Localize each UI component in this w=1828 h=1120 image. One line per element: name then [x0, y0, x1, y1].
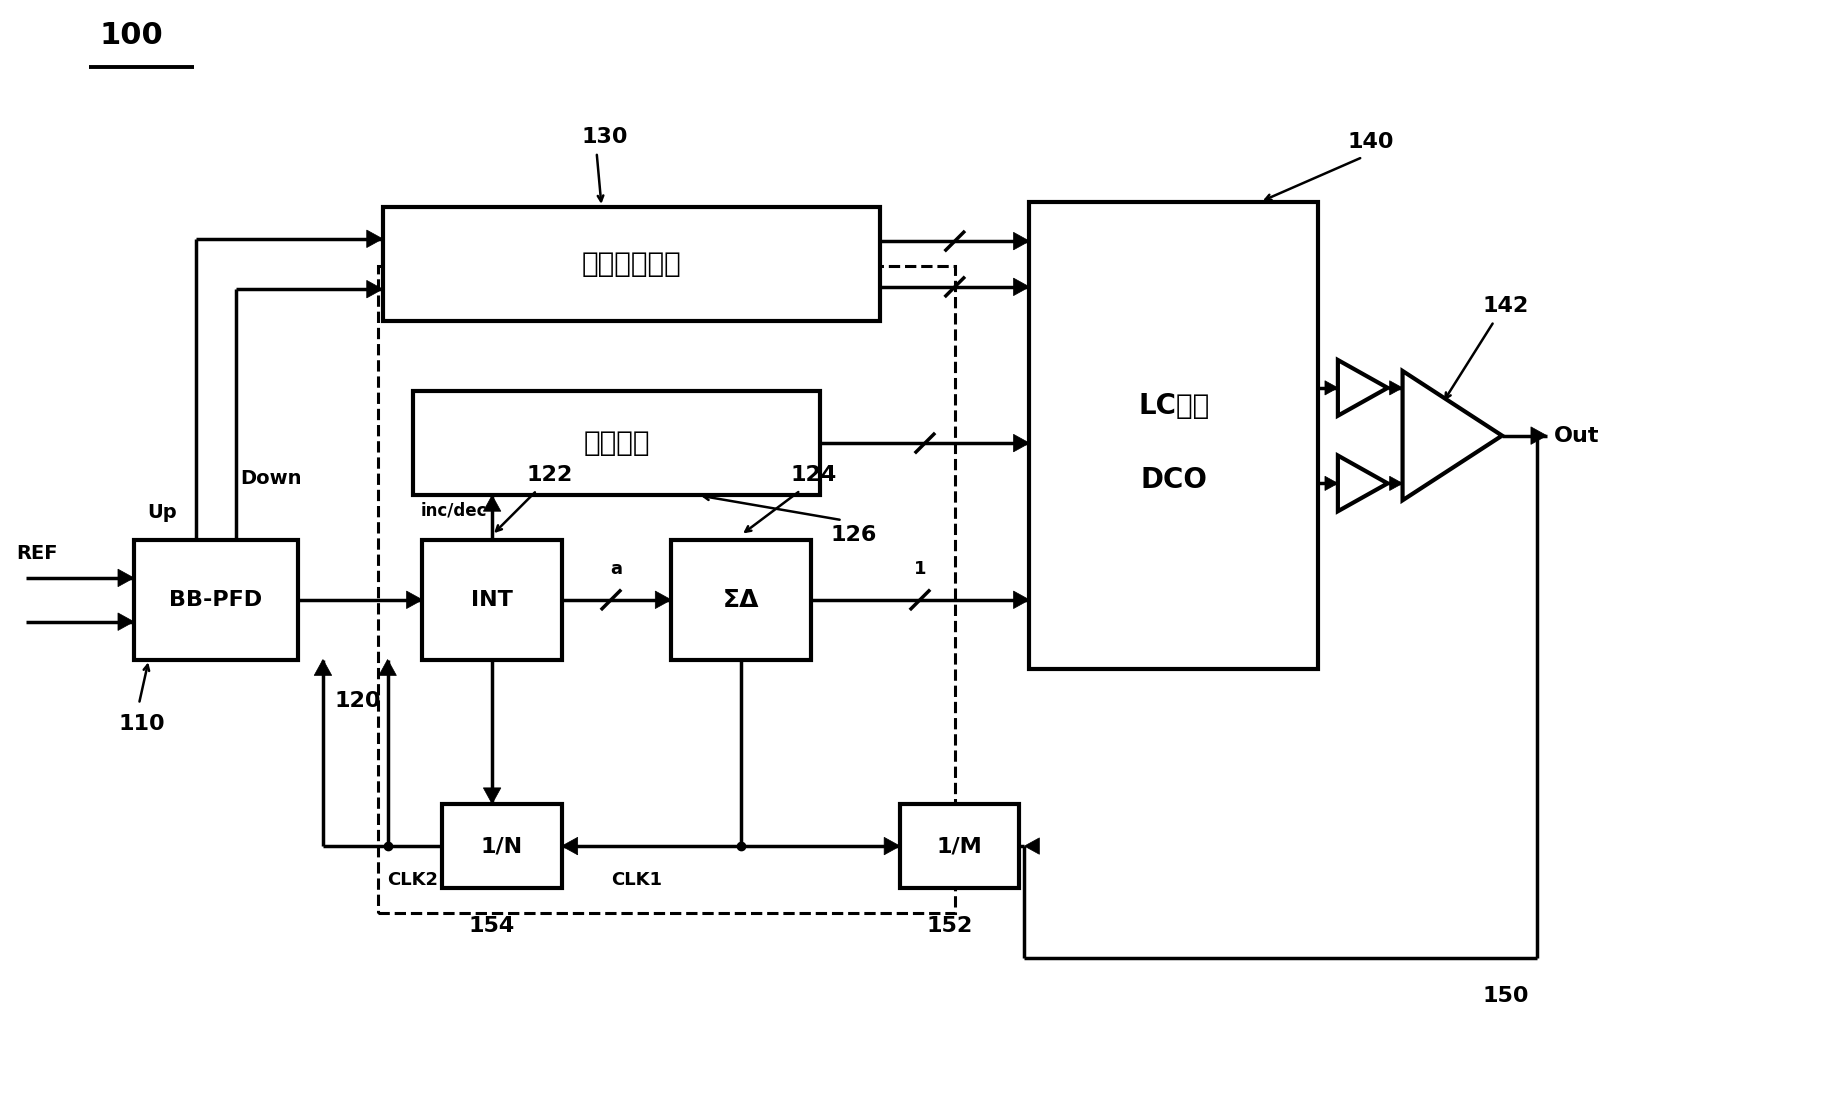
Text: CLK2: CLK2 — [388, 871, 439, 889]
Polygon shape — [1402, 371, 1503, 501]
Polygon shape — [483, 787, 501, 804]
Text: LC谐振: LC谐振 — [1139, 392, 1210, 420]
Text: 126: 126 — [830, 525, 877, 545]
Polygon shape — [1024, 838, 1040, 855]
Text: DCO: DCO — [1141, 466, 1206, 494]
Text: 130: 130 — [581, 127, 629, 147]
Text: Out: Out — [1554, 426, 1600, 446]
FancyBboxPatch shape — [442, 804, 561, 888]
Text: 150: 150 — [1483, 986, 1528, 1006]
Polygon shape — [1013, 591, 1029, 608]
Text: Down: Down — [241, 469, 302, 488]
Polygon shape — [1389, 381, 1402, 395]
Polygon shape — [1389, 476, 1402, 491]
Polygon shape — [367, 280, 382, 298]
Text: 100: 100 — [99, 20, 163, 49]
Text: inc/dec: inc/dec — [420, 502, 486, 520]
Text: ΣΔ: ΣΔ — [722, 588, 759, 612]
Polygon shape — [378, 660, 397, 675]
Polygon shape — [367, 230, 382, 248]
FancyBboxPatch shape — [1029, 202, 1318, 670]
Text: 频带控制: 频带控制 — [583, 429, 649, 457]
Text: 1: 1 — [914, 560, 927, 578]
Polygon shape — [314, 660, 331, 675]
Polygon shape — [561, 838, 578, 855]
Polygon shape — [1338, 456, 1387, 511]
FancyBboxPatch shape — [899, 804, 1020, 888]
Text: 1/M: 1/M — [938, 836, 983, 856]
Text: CLK1: CLK1 — [611, 871, 662, 889]
Text: 140: 140 — [1347, 132, 1395, 152]
Text: 154: 154 — [470, 916, 515, 936]
Polygon shape — [483, 495, 501, 511]
Polygon shape — [119, 569, 133, 587]
Text: 110: 110 — [119, 715, 166, 735]
Text: Up: Up — [146, 503, 175, 522]
Text: 模拟比例路径: 模拟比例路径 — [581, 250, 682, 278]
Polygon shape — [1325, 476, 1338, 491]
FancyBboxPatch shape — [422, 540, 561, 660]
Polygon shape — [1013, 435, 1029, 451]
Text: INT: INT — [472, 590, 514, 609]
Polygon shape — [1338, 360, 1387, 416]
Polygon shape — [885, 838, 899, 855]
Polygon shape — [1013, 278, 1029, 296]
Polygon shape — [406, 591, 422, 608]
FancyBboxPatch shape — [382, 207, 879, 321]
Text: 1/N: 1/N — [481, 836, 523, 856]
FancyBboxPatch shape — [413, 391, 821, 495]
Text: 152: 152 — [927, 916, 972, 936]
Text: 120: 120 — [335, 691, 382, 711]
Text: 124: 124 — [792, 466, 837, 485]
Text: REF: REF — [16, 543, 58, 562]
Polygon shape — [654, 591, 671, 608]
Polygon shape — [1013, 232, 1029, 250]
Text: 122: 122 — [526, 466, 574, 485]
Text: a: a — [611, 560, 623, 578]
FancyBboxPatch shape — [671, 540, 810, 660]
Text: 142: 142 — [1483, 296, 1528, 316]
Polygon shape — [1325, 381, 1338, 395]
Polygon shape — [119, 613, 133, 631]
Polygon shape — [1530, 427, 1546, 445]
Text: BB-PFD: BB-PFD — [170, 590, 263, 609]
FancyBboxPatch shape — [133, 540, 298, 660]
